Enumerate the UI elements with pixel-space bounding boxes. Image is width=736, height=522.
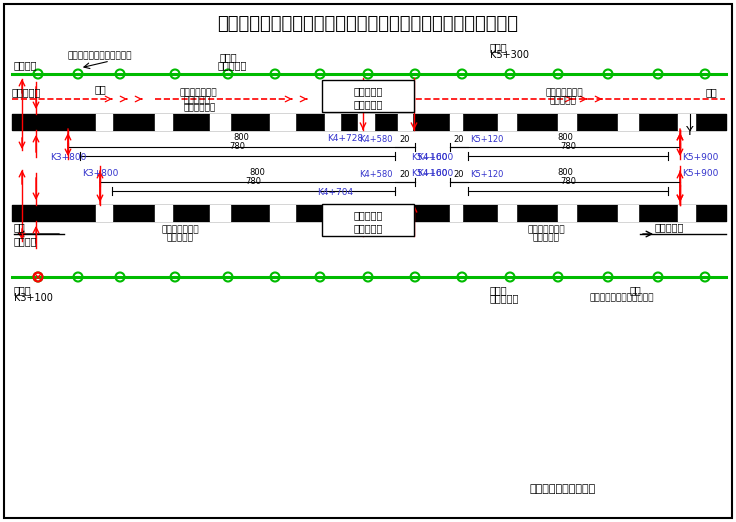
Text: 近端防护员: 近端防护员: [490, 293, 520, 303]
Text: 防护柵栏: 防护柵栏: [14, 236, 38, 246]
Text: （信号灯）: （信号灯）: [183, 96, 210, 105]
Text: 近端防护员: 近端防护员: [218, 60, 247, 70]
Text: 780: 780: [560, 142, 576, 151]
Text: 移动停车信号牌: 移动停车信号牌: [527, 225, 565, 234]
Text: 780: 780: [246, 177, 261, 186]
Text: 九府庄丹河特大桥跨越焦柳线转体及合龙段施工封锁人员走行图: 九府庄丹河特大桥跨越焦柳线转体及合龙段施工封锁人员走行图: [218, 15, 518, 33]
Bar: [322, 204, 414, 236]
Text: 780: 780: [230, 142, 246, 151]
Text: K5+120: K5+120: [470, 135, 503, 144]
Text: 移动停车信号牌: 移动停车信号牌: [161, 225, 199, 234]
Text: K3+800: K3+800: [82, 169, 118, 178]
Text: K4+704: K4+704: [317, 188, 353, 197]
Text: 防护柵栏: 防护柵栏: [14, 60, 38, 70]
Text: 作业门: 作业门: [490, 42, 508, 52]
Text: 移动停车信号牌: 移动停车信号牌: [180, 88, 218, 97]
Text: K4+600: K4+600: [417, 169, 453, 178]
Text: K5+100: K5+100: [411, 169, 448, 178]
Text: 蒋伟: 蒋伟: [630, 285, 642, 295]
Text: Y: Y: [686, 125, 694, 138]
Text: 20: 20: [454, 170, 464, 179]
Text: 注：本图尺寸以米计。: 注：本图尺寸以米计。: [530, 484, 596, 494]
Text: 800: 800: [557, 168, 573, 177]
Text: 780: 780: [560, 177, 576, 186]
Text: K5+100: K5+100: [411, 153, 448, 162]
Text: （信号灯）: （信号灯）: [550, 96, 577, 105]
Text: 20: 20: [400, 135, 410, 144]
Text: 苏瑞波: 苏瑞波: [220, 52, 238, 62]
Text: K4+580: K4+580: [359, 170, 393, 179]
Text: K4+728: K4+728: [327, 134, 363, 143]
Text: K4+600: K4+600: [417, 153, 453, 162]
Text: 人员行走路线: 人员行走路线: [183, 103, 215, 112]
Text: 20: 20: [454, 135, 464, 144]
Text: 段施工地点: 段施工地点: [353, 99, 383, 109]
Text: 段施工地点: 段施工地点: [353, 223, 383, 233]
Text: （信号灯）: （信号灯）: [166, 233, 194, 242]
Text: K5+120: K5+120: [470, 170, 503, 179]
Text: 800: 800: [250, 168, 266, 177]
Text: 焦柳下行线: 焦柳下行线: [12, 87, 41, 97]
Text: 焦作: 焦作: [14, 222, 26, 232]
Text: 作业门: 作业门: [14, 285, 32, 295]
Text: K5+900: K5+900: [682, 153, 718, 162]
Text: K3+100: K3+100: [14, 293, 53, 303]
Bar: [322, 80, 414, 112]
Text: 显示停车手信号的防护人员: 显示停车手信号的防护人员: [590, 293, 654, 302]
Text: 移动停车信号牌: 移动停车信号牌: [546, 88, 584, 97]
Text: 800: 800: [233, 133, 250, 142]
Text: 20: 20: [400, 170, 410, 179]
Text: 显示停车手信号的防护人员: 显示停车手信号的防护人员: [68, 51, 132, 60]
Text: （信号灯）: （信号灯）: [533, 233, 559, 242]
Text: K4+580: K4+580: [359, 135, 393, 144]
Text: K5+900: K5+900: [682, 169, 718, 178]
Text: 转体及合龙: 转体及合龙: [353, 86, 383, 96]
Text: 栗男: 栗男: [95, 84, 107, 94]
Text: 800: 800: [557, 133, 573, 142]
Text: 沁阳: 沁阳: [706, 87, 718, 97]
Text: 焦柳上行线: 焦柳上行线: [655, 222, 684, 232]
Text: 王家云: 王家云: [490, 285, 508, 295]
Text: K5+300: K5+300: [490, 50, 529, 60]
Text: K3+800: K3+800: [50, 153, 86, 162]
Text: 转体及合龙: 转体及合龙: [353, 210, 383, 220]
